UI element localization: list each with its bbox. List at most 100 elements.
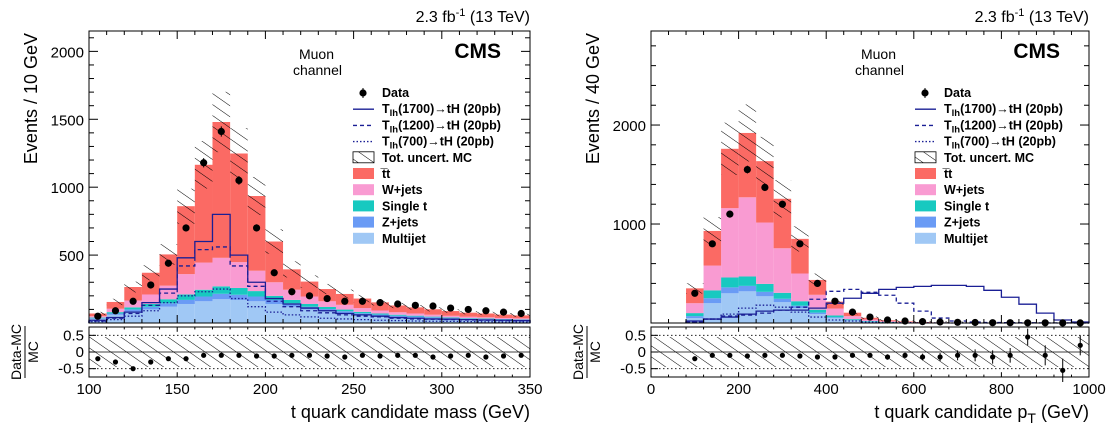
ratio-point-11 <box>884 354 891 360</box>
bar-zjets-3 <box>738 285 757 292</box>
lumi-energy: (13 TeV) <box>1024 9 1089 26</box>
xtick-label-0: 0 <box>647 381 655 398</box>
mc-uncertainty-band <box>89 91 530 318</box>
bar-wjets-16 <box>371 310 389 314</box>
data-point-6 <box>200 159 208 167</box>
channel-label-2: channel <box>855 62 904 78</box>
legend-label-sig1: Tlh(1700)→tH (20pb) <box>382 102 501 119</box>
bar-single_t-1 <box>703 290 722 299</box>
bar-wjets-20 <box>441 315 460 318</box>
ratio-point-13 <box>919 354 926 360</box>
data-point-1 <box>111 307 120 315</box>
data-point-14 <box>341 297 349 305</box>
bar-multijet-2 <box>721 293 739 323</box>
legend-label-sig2: Tlh(1200)→tH (20pb) <box>944 118 1063 135</box>
legend-label-sub: lh <box>390 124 399 135</box>
ytick-label-0: 1000 <box>613 217 646 234</box>
bar-single_t-18 <box>406 315 425 317</box>
bar-multijet-6 <box>194 301 213 323</box>
lumi-label: 2.3 fb-1 (13 TeV) <box>975 7 1089 26</box>
bar-single_t-6 <box>791 301 809 306</box>
unc-bin-12 <box>300 275 319 288</box>
data-point-22 <box>482 307 490 315</box>
ratio-point-14 <box>342 354 348 360</box>
bar-wjets-15 <box>353 308 372 312</box>
ratio-point-19 <box>1025 334 1031 340</box>
bar-wjets-5 <box>177 274 195 295</box>
unc-bin-5 <box>177 188 195 224</box>
ratio-point-16 <box>972 352 978 358</box>
x-axis-title-unit: (GeV) <box>1036 402 1089 422</box>
bar-ttbar-16 <box>371 302 389 311</box>
lumi-value: 2.3 fb <box>975 9 1015 26</box>
bar-zjets-4 <box>159 303 178 307</box>
legend-label-rest: (1700)→tH (20pb) <box>398 102 501 116</box>
bar-single_t-21 <box>459 318 478 319</box>
bar-zjets-16 <box>371 314 389 316</box>
legend-label-ttbar: t̅t <box>380 167 391 181</box>
legend-label-sub: lh <box>390 141 399 152</box>
data-point-3 <box>147 281 155 289</box>
unc-bin-7 <box>212 91 231 153</box>
ratio-point-7 <box>218 352 224 358</box>
bar-zjets-5 <box>177 299 195 304</box>
data-point-15 <box>358 297 367 305</box>
ratio-title-top: Data-MC <box>570 324 586 380</box>
lumi-value: 2.3 fb <box>416 9 456 26</box>
unc-bin-6 <box>791 226 809 252</box>
bar-wjets-2 <box>721 208 739 278</box>
bar-wjets-10 <box>265 282 284 296</box>
ratio-point-23 <box>500 353 507 359</box>
bar-zjets-4 <box>756 291 774 297</box>
ratio-point-20 <box>1042 352 1048 358</box>
legend-swatch-ttbar <box>353 168 374 179</box>
legend-label-rest: (700)→tH (20pb) <box>398 135 494 149</box>
bar-single_t-4 <box>756 283 774 292</box>
ratio-point-17 <box>990 354 996 360</box>
ratio-point-21 <box>1060 367 1066 373</box>
unc-bin-3 <box>141 265 160 281</box>
bar-single_t-5 <box>773 292 792 299</box>
data-point-13 <box>918 318 927 326</box>
data-point-5 <box>182 224 190 232</box>
chart-right: 0 200 400 600 800 1000 1000 2000 Events / 40 GeV… <box>570 7 1106 426</box>
y-axis-title: Events / 10 GeV <box>21 33 41 164</box>
data-point-19 <box>429 302 437 310</box>
unc-bin-4 <box>159 244 178 265</box>
bar-zjets-8 <box>230 294 248 300</box>
legend-label-wjets: W+jets <box>944 183 985 197</box>
legend-label-sub: lh <box>390 108 399 119</box>
legend-label-sig3: Tlh(700)→tH (20pb) <box>944 135 1056 152</box>
ytick-label-3: 2000 <box>51 44 84 61</box>
bar-zjets-6 <box>194 296 213 302</box>
bar-zjets-7 <box>808 312 827 315</box>
bar-zjets-1 <box>703 298 722 304</box>
legend-label-sub: lh <box>952 124 961 135</box>
ratio-point-1 <box>112 359 119 365</box>
bar-wjets-14 <box>335 304 354 310</box>
bar-single_t-22 <box>477 318 495 320</box>
bar-zjets-2 <box>721 287 739 294</box>
bar-wjets-13 <box>318 301 336 307</box>
stack-single_t <box>686 276 949 323</box>
bar-ttbar-6 <box>194 164 213 263</box>
bar-ttbar-21 <box>459 312 478 317</box>
data-point-21 <box>464 305 472 314</box>
bar-single_t-16 <box>371 313 389 315</box>
xtick-label-5: 350 <box>517 381 542 398</box>
x-axis-title: t quark candidate mass (GeV) <box>291 402 530 422</box>
legend-label-main: T <box>382 102 390 116</box>
legend-swatch-single_t <box>353 200 374 212</box>
data-point-7 <box>813 279 822 288</box>
bar-multijet-8 <box>826 318 844 323</box>
bar-ttbar-8 <box>826 301 844 309</box>
xtick-label-2: 200 <box>253 381 278 398</box>
ytick-label-1: 2000 <box>613 118 646 135</box>
signal-line-sig1 <box>685 284 1090 323</box>
data-point-10 <box>270 269 278 277</box>
bar-multijet-17 <box>388 316 407 323</box>
bar-single_t-11 <box>283 299 301 304</box>
bar-wjets-24 <box>512 318 530 320</box>
data-point-10 <box>866 313 874 321</box>
